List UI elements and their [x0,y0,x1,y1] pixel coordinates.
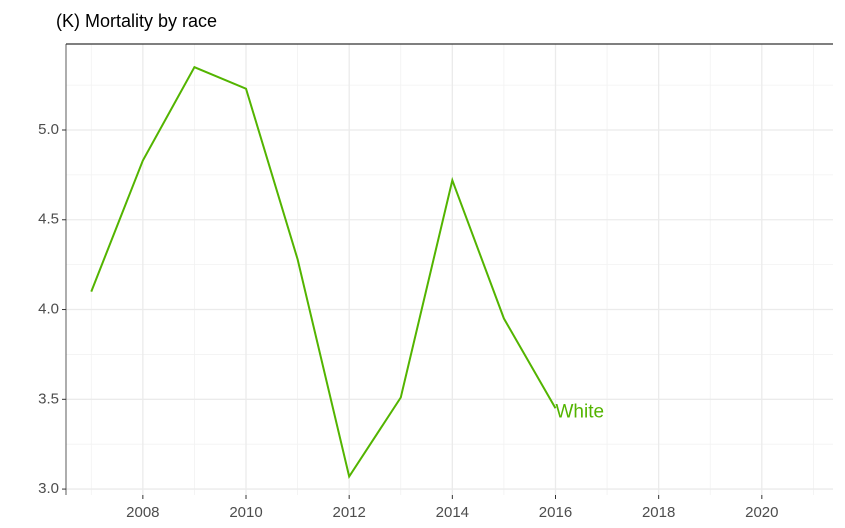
y-tick-label: 3.0 [38,480,59,497]
x-tick-label: 2012 [332,504,365,521]
x-tick-label: 2020 [745,504,778,521]
y-tick-label: 4.0 [38,301,59,318]
chart-title: (K) Mortality by race [56,11,217,31]
x-tick-label: 2016 [539,504,572,521]
line-series [90,65,557,480]
x-tick-label: 2014 [436,504,469,521]
x-tick-label: 2008 [126,504,159,521]
series-label: White [555,401,604,422]
y-tick-label: 3.5 [38,390,59,407]
x-tick-label: 2018 [642,504,675,521]
y-tick-label: 5.0 [38,121,59,138]
y-tick-label: 4.5 [38,211,59,228]
x-tick-label: 2010 [229,504,262,521]
